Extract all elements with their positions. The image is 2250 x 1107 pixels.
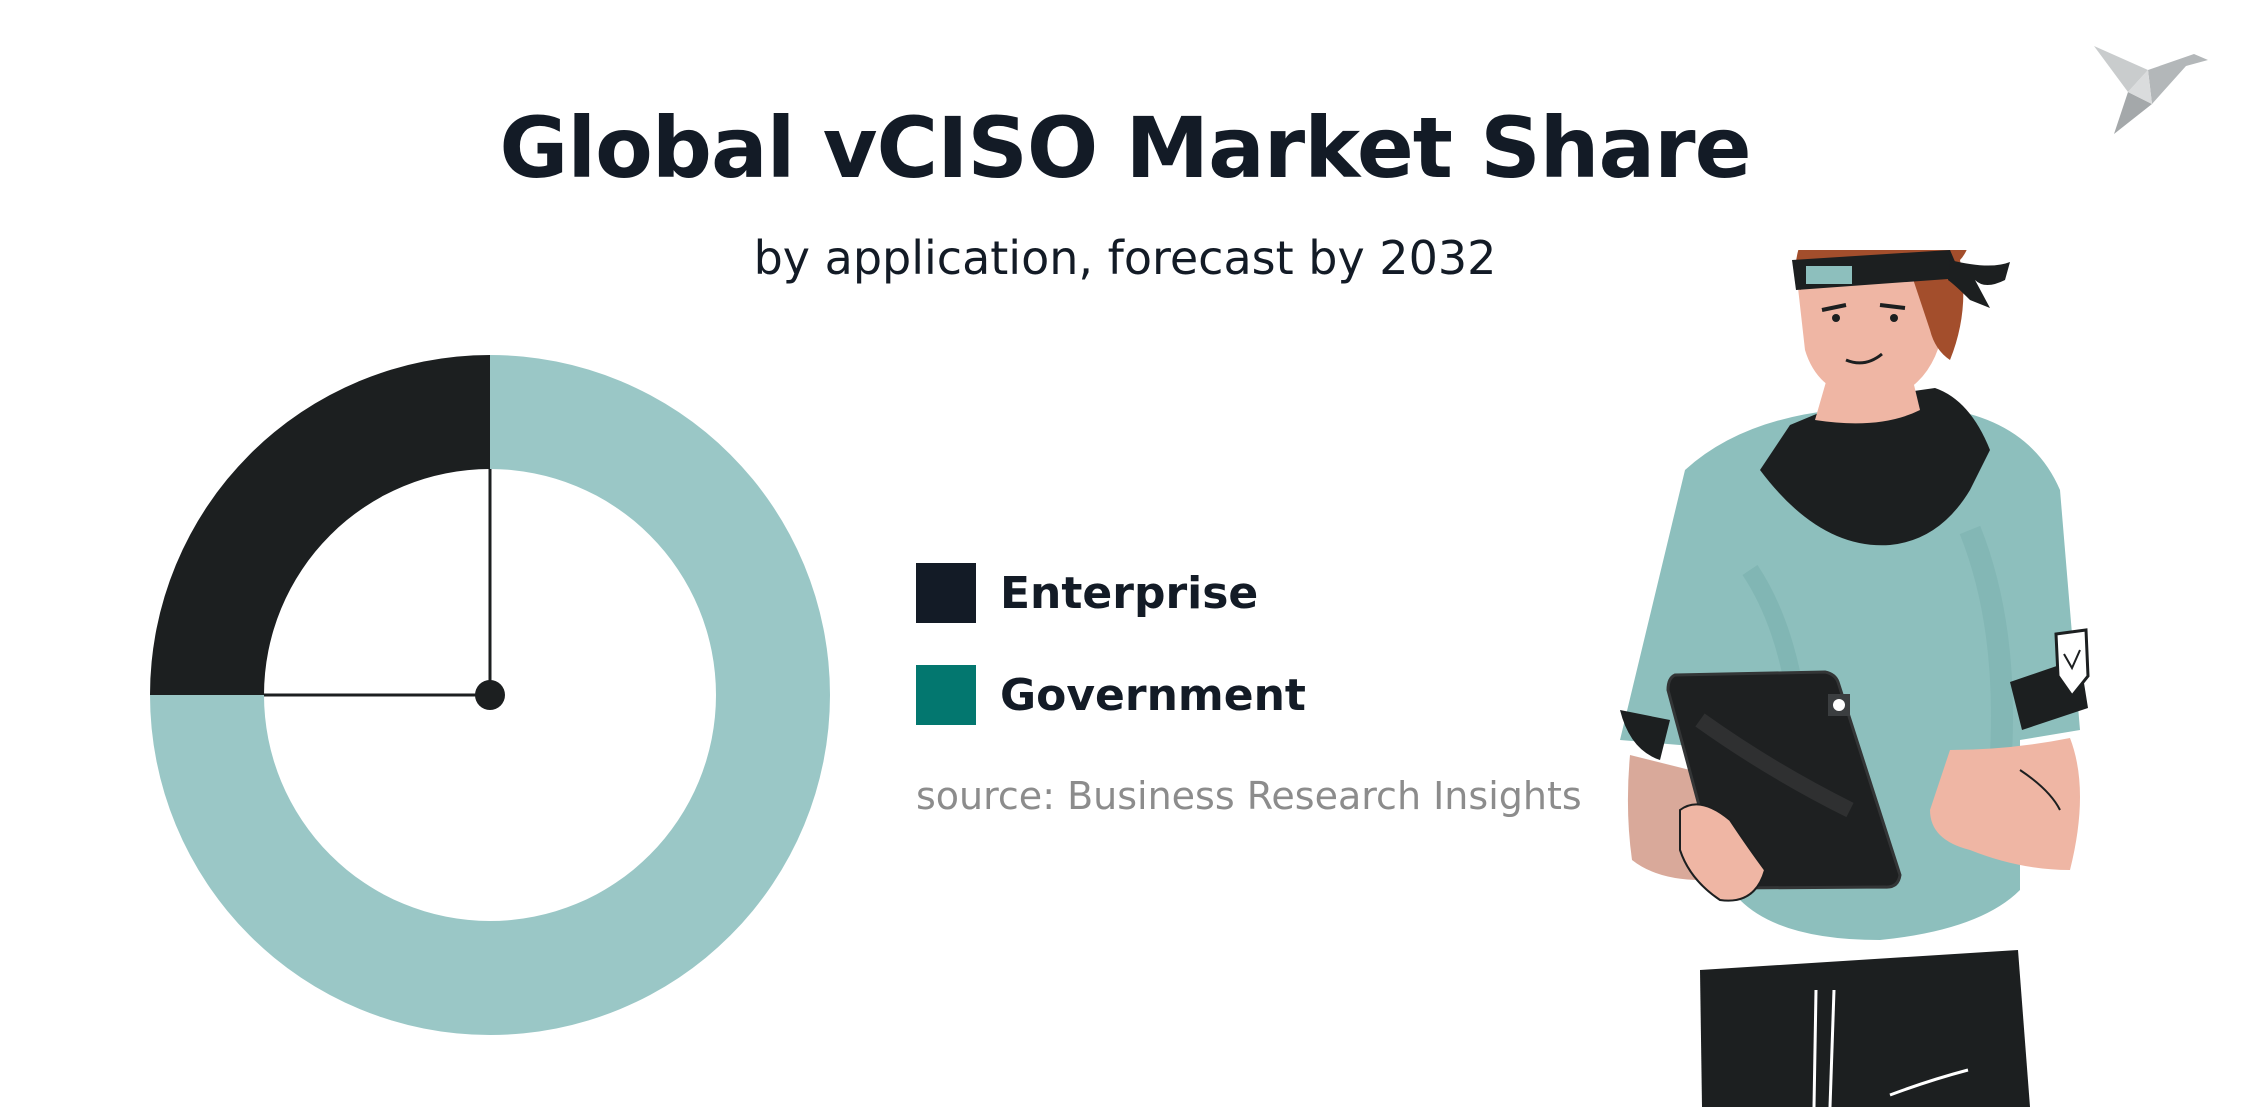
person-with-tablet-illustration <box>1620 250 2090 1107</box>
legend-swatch-government <box>916 665 976 725</box>
chart-subtitle: by application, forecast by 2032 <box>753 231 1497 285</box>
legend-item-enterprise: Enterprise <box>916 562 1306 624</box>
chart-title: Global vCISO Market Share <box>499 99 1751 197</box>
donut-slice-enterprise <box>150 355 490 695</box>
source-note: source: Business Research Insights <box>916 774 1582 818</box>
legend-label-enterprise: Enterprise <box>1000 567 1259 619</box>
legend-item-government: Government <box>916 664 1306 726</box>
origami-bird-icon <box>2094 46 2208 134</box>
pointer-center-dot <box>475 680 505 710</box>
legend: Enterprise Government <box>916 562 1306 766</box>
legend-swatch-enterprise <box>916 563 976 623</box>
legend-label-government: Government <box>1000 669 1306 721</box>
donut-slice-government <box>150 355 830 1035</box>
donut-chart <box>150 355 830 1035</box>
